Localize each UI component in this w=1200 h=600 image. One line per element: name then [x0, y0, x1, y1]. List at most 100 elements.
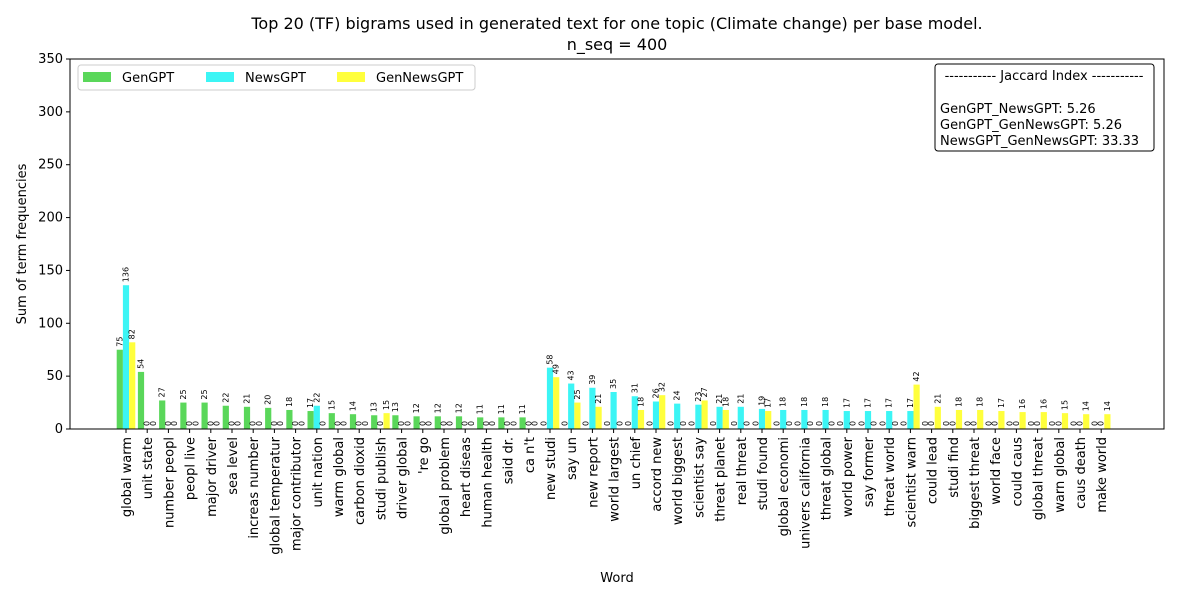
- bar-value-label: 18: [976, 397, 985, 407]
- y-tick-label: 50: [46, 369, 63, 384]
- x-tick-label: studi found: [756, 437, 771, 510]
- bar-value-label: 0: [615, 421, 624, 426]
- bar-gennewsgpt: [383, 413, 390, 429]
- bar-value-label: 17: [997, 398, 1006, 408]
- bars-group: [116, 285, 1111, 429]
- legend-frame: [77, 64, 476, 91]
- bar-gengpt: [371, 415, 378, 429]
- x-tick-label: global problem: [438, 437, 453, 535]
- bar-value-label: 21: [736, 394, 745, 404]
- bar-newsgpt: [907, 411, 914, 429]
- bar-newsgpt: [886, 411, 893, 429]
- bar-value-label: 0: [206, 421, 215, 426]
- bar-value-label: 0: [467, 421, 476, 426]
- bar-value-label: 15: [1061, 400, 1070, 410]
- bar-gengpt: [265, 407, 272, 429]
- y-tick-label: 100: [38, 316, 63, 331]
- bar-value-label: 35: [609, 379, 618, 389]
- x-tick-label: world power: [841, 436, 856, 517]
- bar-value-label: 0: [164, 421, 173, 426]
- bar-value-label: 0: [418, 421, 427, 426]
- bar-value-label: 11: [518, 404, 527, 414]
- x-axis-label: Word: [600, 571, 633, 586]
- bar-value-label: 0: [730, 421, 739, 426]
- bar-value-label: 0: [1097, 421, 1106, 426]
- bar-value-label: 0: [794, 421, 803, 426]
- bar-value-label: 0: [827, 421, 836, 426]
- bar-value-label: 15: [327, 400, 336, 410]
- bar-value-label: 0: [679, 421, 688, 426]
- bar-newsgpt: [122, 285, 130, 429]
- bar-gennewsgpt: [1040, 412, 1047, 429]
- bar-gengpt: [328, 413, 335, 429]
- bar-value-label: 25: [200, 389, 209, 399]
- x-tick-label: increas number: [247, 436, 262, 538]
- bar-gengpt: [455, 416, 463, 429]
- x-tick-label: ca n't: [523, 437, 538, 473]
- legend-swatch-gennewsgpt: [337, 72, 365, 82]
- bar-value-label: 0: [403, 421, 412, 426]
- bar-value-label: 11: [476, 404, 485, 414]
- bar-value-label: 31: [630, 383, 639, 393]
- bar-value-label: 0: [927, 421, 936, 426]
- bar-value-label: 0: [1076, 421, 1085, 426]
- bar-newsgpt: [780, 409, 787, 429]
- x-tick-label: threat planet: [714, 437, 729, 522]
- bar-value-label: 0: [191, 421, 200, 426]
- bar-value-label: 0: [446, 421, 455, 426]
- bar-value-label: 0: [991, 421, 1000, 426]
- bar-newsgpt: [568, 383, 575, 429]
- bar-value-label: 0: [149, 421, 158, 426]
- bar-gengpt: [159, 400, 166, 429]
- bar-value-label: 0: [297, 421, 306, 426]
- bar-gennewsgpt: [553, 377, 560, 429]
- bar-value-label: 12: [412, 403, 421, 413]
- bar-newsgpt: [716, 406, 723, 429]
- bar-value-label: 18: [821, 397, 830, 407]
- legend-label-gennewsgpt: GenNewsGPT: [376, 71, 463, 86]
- jaccard-frame: [934, 63, 1155, 152]
- bar-value-label: 0: [425, 421, 434, 426]
- bar-value-label: 0: [948, 421, 957, 426]
- bar-value-label: 21: [243, 394, 252, 404]
- legend: GenGPT NewsGPT GenNewsGPT: [77, 64, 476, 91]
- jaccard-line-news-gennews: NewsGPT_GenNewsGPT: 33.33: [940, 134, 1139, 149]
- bar-value-label: 0: [709, 421, 718, 426]
- x-tick-label: new studi: [544, 437, 559, 500]
- bar-gengpt: [116, 349, 123, 429]
- bar-value-label: 0: [1054, 421, 1063, 426]
- bar-value-label: 22: [221, 393, 230, 403]
- x-tick-label: 're go: [417, 437, 432, 474]
- bar-value-label: 0: [582, 421, 591, 426]
- bar-gengpt: [286, 409, 293, 429]
- bar-value-label: 13: [370, 402, 379, 412]
- bar-gengpt: [307, 411, 314, 429]
- bar-gengpt: [477, 417, 484, 429]
- x-tick-label: studi publish: [374, 437, 389, 520]
- legend-swatch-newsgpt: [206, 72, 234, 82]
- x-tick-label: world face: [989, 437, 1004, 505]
- bar-value-label: 0: [334, 421, 343, 426]
- bar-gennewsgpt: [1104, 414, 1111, 429]
- x-tick-label: scientist say: [692, 437, 707, 518]
- bar-value-label: 14: [1082, 401, 1091, 411]
- bar-gengpt: [137, 371, 145, 429]
- bar-gennewsgpt: [637, 409, 645, 429]
- bar-value-label: 14: [1103, 401, 1112, 411]
- bar-value-label: 43: [567, 370, 576, 380]
- bar-value-label: 0: [743, 421, 752, 426]
- bar-value-label: 0: [397, 421, 406, 426]
- x-tick-label: warm global: [332, 437, 347, 517]
- bar-value-label: 136: [122, 267, 131, 282]
- bar-value-label: 0: [603, 421, 612, 426]
- bar-gennewsgpt: [934, 406, 941, 429]
- x-tick-label: driver global: [396, 437, 411, 519]
- bar-value-label: 0: [170, 421, 179, 426]
- bar-value-label: 26: [652, 388, 661, 398]
- x-tick-label: world largest: [608, 437, 623, 522]
- bar-value-label: 17: [306, 398, 315, 408]
- bar-value-label: 0: [849, 421, 858, 426]
- x-tick-label: global temperatur: [268, 436, 283, 554]
- bar-value-label: 25: [179, 389, 188, 399]
- bar-gengpt: [243, 406, 251, 429]
